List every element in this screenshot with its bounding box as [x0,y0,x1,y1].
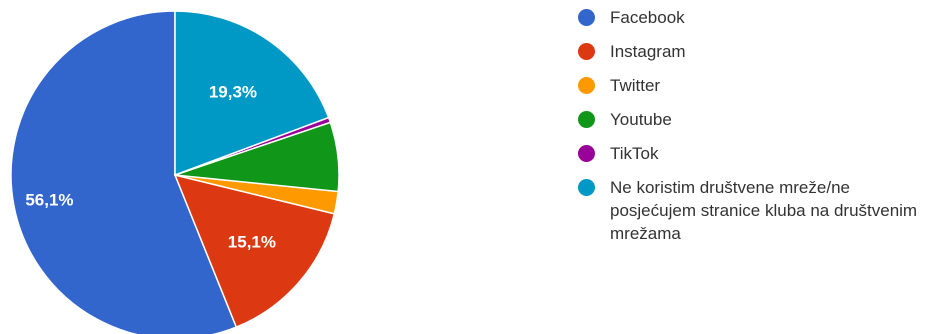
legend-label: Facebook [610,8,685,27]
legend-swatch-icon [578,179,595,196]
legend-swatch-icon [578,111,595,128]
legend-item: Twitter [578,74,918,97]
pie-slice-label: 15,1% [228,233,276,252]
legend-label: Instagram [610,42,686,61]
legend-item: Facebook [578,6,918,29]
legend-item: Ne koristim društvene mreže/ne posjećuje… [578,176,918,245]
pie-slice-label: 19,3% [209,82,257,101]
legend: Facebook Instagram Twitter Youtube TikTok Ne … [578,6,918,256]
pie-chart: 56,1% 15,1% 19,3% [10,10,340,334]
legend-swatch-icon [578,145,595,162]
pie-slice-label: 56,1% [25,190,73,209]
legend-label: Twitter [610,76,661,95]
legend-label: Ne koristim društvene mreže/ne posjećuje… [610,178,918,243]
pie-slice-ne [174,10,330,177]
legend-label: TikTok [610,144,659,163]
legend-swatch-icon [578,77,595,94]
legend-swatch-icon [578,9,595,26]
legend-label: Youtube [610,110,672,129]
pie-svg: 56,1% 15,1% 19,3% [10,10,340,334]
legend-item: TikTok [578,142,918,165]
pie-slice-instagram [173,173,336,329]
legend-swatch-icon [578,43,595,60]
legend-item: Instagram [578,40,918,63]
legend-item: Youtube [578,108,918,131]
pie-slice-facebook [10,10,238,334]
